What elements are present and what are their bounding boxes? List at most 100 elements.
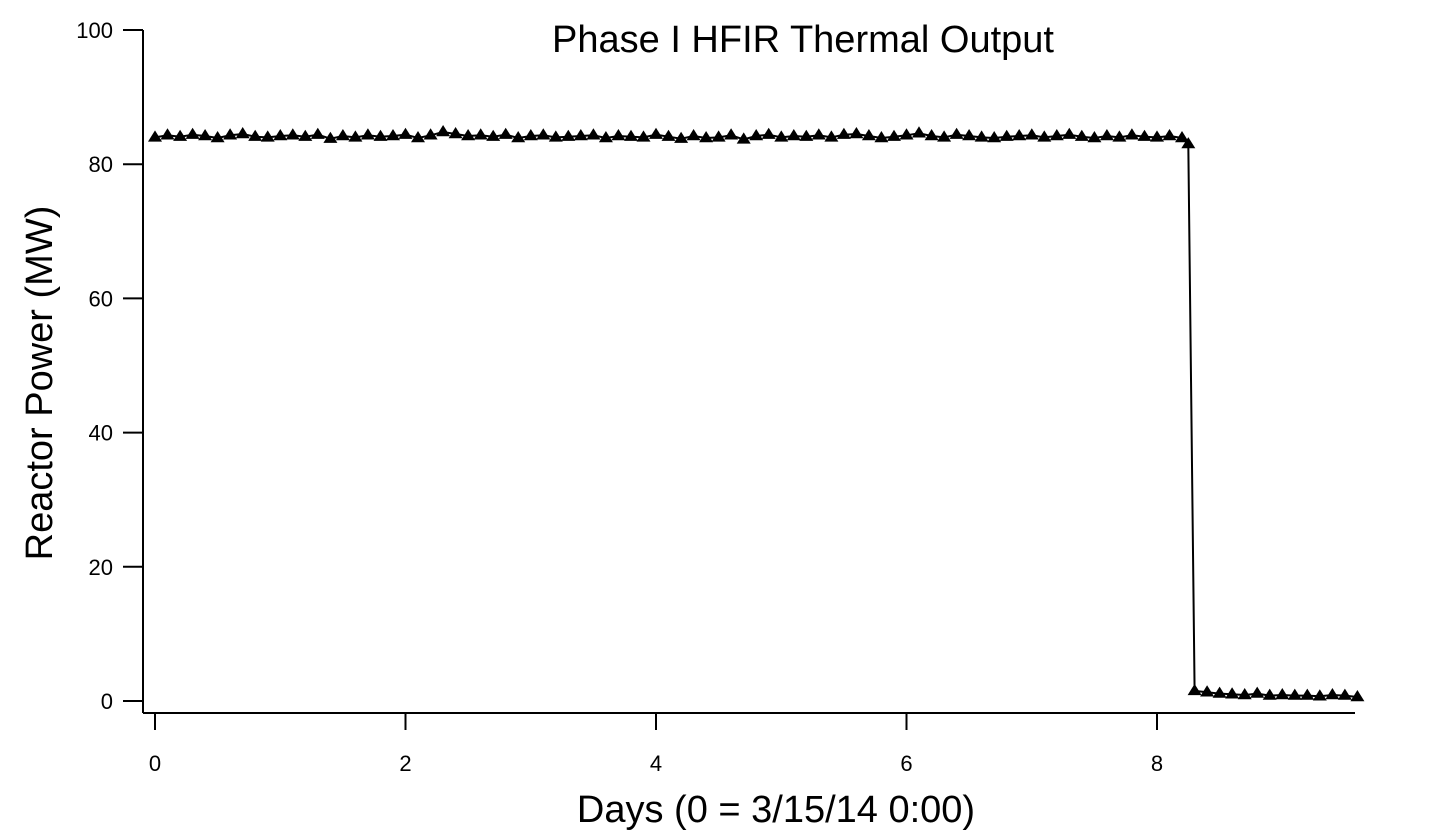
data-point — [1012, 129, 1027, 141]
data-point — [1237, 688, 1252, 700]
data-point — [185, 127, 200, 139]
data-point — [523, 129, 538, 141]
data-point — [360, 128, 375, 140]
data-point — [436, 125, 451, 137]
data-point — [749, 129, 764, 141]
x-tick-label-4: 4 — [650, 751, 662, 776]
data-point — [811, 128, 826, 140]
data-point — [536, 128, 551, 140]
data-point — [423, 128, 438, 140]
data-point — [298, 129, 313, 141]
data-point — [335, 129, 350, 141]
y-tick-label-40: 40 — [89, 421, 113, 446]
data-point — [598, 131, 613, 143]
data-point — [1049, 129, 1064, 141]
data-point — [887, 129, 901, 141]
data-point — [561, 129, 576, 141]
data-point — [498, 127, 513, 139]
data-point — [899, 128, 914, 140]
data-point — [160, 128, 175, 140]
data-point — [461, 129, 476, 141]
data-point — [1225, 687, 1240, 699]
data-point — [586, 128, 601, 140]
data-point — [624, 129, 638, 141]
data-point — [699, 131, 714, 143]
data-point — [949, 127, 964, 139]
data-point — [1262, 688, 1277, 700]
y-tick-label-80: 80 — [89, 152, 113, 177]
data-point — [649, 127, 663, 139]
data-point — [1162, 129, 1177, 141]
data-point — [223, 128, 238, 140]
data-point — [273, 129, 288, 141]
data-point — [786, 129, 801, 141]
data-point — [573, 129, 588, 141]
data-point — [1275, 688, 1290, 700]
data-point — [248, 129, 263, 141]
chart-title: Phase I HFIR Thermal Output — [552, 19, 1054, 61]
data-point — [711, 130, 726, 142]
data-point — [285, 128, 300, 140]
x-axis-label: Days (0 = 3/15/14 0:00) — [577, 789, 975, 831]
x-tick-label-2: 2 — [399, 751, 411, 776]
data-point — [210, 131, 225, 143]
data-point — [1087, 131, 1102, 143]
data-point — [1112, 130, 1127, 142]
data-point — [799, 129, 814, 141]
data-point — [173, 129, 188, 141]
y-tick-label-0: 0 — [101, 689, 113, 714]
data-point — [473, 128, 488, 140]
data-point — [486, 129, 501, 141]
data-point — [548, 130, 563, 142]
x-tick-label-8: 8 — [1151, 751, 1163, 776]
data-point — [348, 130, 363, 142]
series-line-0 — [154, 130, 1358, 698]
data-point — [1312, 689, 1327, 701]
data-point — [736, 132, 751, 144]
data-point — [1062, 127, 1077, 139]
data-point — [611, 129, 626, 141]
data-point — [1325, 688, 1340, 700]
data-point — [674, 131, 689, 143]
data-point — [1287, 688, 1302, 700]
y-tick-label-60: 60 — [89, 286, 113, 311]
data-point — [1099, 129, 1114, 141]
data-point — [1212, 686, 1227, 698]
data-point — [661, 129, 676, 141]
data-point — [198, 129, 213, 141]
data-point — [1150, 130, 1164, 142]
data-point — [1200, 685, 1215, 697]
data-point — [774, 130, 789, 142]
data-point — [260, 130, 275, 142]
x-tick-label-0: 0 — [149, 751, 161, 776]
data-point — [987, 131, 1002, 143]
data-point — [686, 129, 701, 141]
data-point — [323, 131, 338, 143]
data-point — [1350, 690, 1365, 702]
data-point — [836, 127, 851, 139]
data-point — [1037, 130, 1052, 142]
data-point — [235, 127, 250, 139]
data-point — [824, 130, 839, 142]
data-point — [373, 129, 388, 141]
data-point — [874, 131, 889, 143]
data-point — [849, 127, 864, 139]
data-point — [636, 130, 651, 142]
data-point — [761, 127, 776, 139]
series-layer — [148, 125, 1365, 702]
data-point — [1175, 131, 1189, 143]
data-point — [386, 129, 400, 141]
data-point — [861, 129, 876, 141]
axis-ticks: 0 20 40 60 80 100 0 2 4 6 8 — [76, 18, 1163, 776]
data-point — [1181, 137, 1196, 149]
data-point — [912, 126, 926, 138]
x-tick-label-6: 6 — [900, 751, 912, 776]
data-point — [1137, 129, 1152, 141]
y-tick-label-20: 20 — [89, 555, 113, 580]
data-point — [962, 129, 977, 141]
data-point — [1124, 128, 1139, 140]
data-point — [924, 129, 939, 141]
data-point — [398, 127, 413, 139]
y-axis-label: Reactor Power (MW) — [19, 206, 61, 561]
data-point — [1074, 129, 1089, 141]
